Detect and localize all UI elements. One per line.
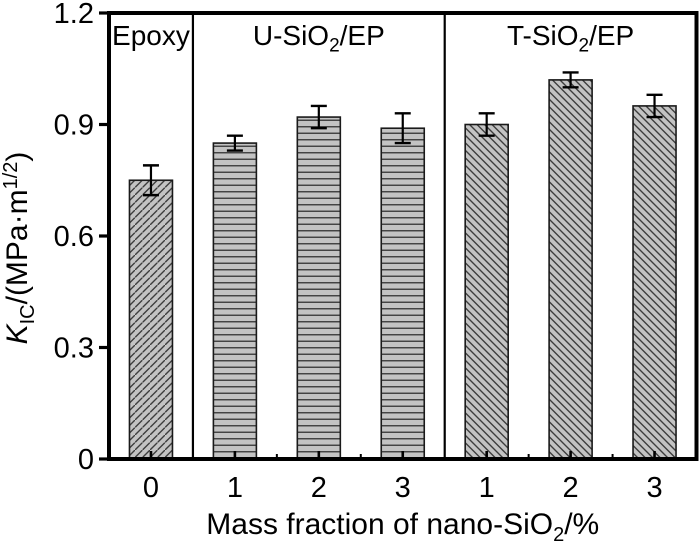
section-label-u-sio2-ep: U-SiO2/EP — [253, 20, 385, 57]
bar-t-sio2-ep-3 — [632, 105, 677, 460]
bar-u-sio2-ep-3 — [380, 127, 426, 460]
y-axis-title-part: 1/2 — [0, 162, 22, 190]
section-label-t-sio2-ep: T-SiO2/EP — [507, 20, 634, 57]
section-label-epoxy: Epoxy — [112, 20, 190, 51]
y-tick-label: 1.2 — [54, 0, 94, 30]
y-axis-title: KIC/(MPa·m1/2) — [0, 152, 39, 345]
section-label-t-sio2-ep-part: /EP — [589, 20, 634, 51]
y-tick-label: 0.6 — [54, 221, 94, 253]
x-tick-label: 2 — [311, 472, 327, 504]
section-label-u-sio2-ep-part: U-SiO — [253, 20, 329, 51]
y-axis-title-part: /(MPa·m — [1, 189, 34, 304]
x-axis-title-part: Mass fraction of nano-SiO — [206, 508, 553, 541]
x-axis-title: Mass fraction of nano-SiO2/% — [206, 508, 599, 543]
y-tick-label: 0.9 — [54, 110, 94, 142]
x-tick-label: 1 — [227, 472, 243, 504]
bar-t-sio2-ep-2 — [548, 79, 593, 460]
x-axis-title-part: /% — [564, 508, 599, 541]
section-label-t-sio2-ep-part: T-SiO — [507, 20, 579, 51]
section-label-epoxy-part: Epoxy — [112, 20, 190, 51]
bar-u-sio2-ep-2 — [296, 116, 342, 460]
y-axis-title-part: IC — [17, 304, 39, 324]
x-tick-label: 1 — [479, 472, 495, 504]
section-label-u-sio2-ep-part: 2 — [329, 36, 340, 57]
bar-t-sio2-ep-1 — [464, 123, 509, 460]
x-axis-title-part: 2 — [553, 524, 564, 543]
x-tick-label: 0 — [143, 472, 159, 504]
plot-frame — [107, 11, 699, 461]
x-tick-label: 3 — [395, 472, 411, 504]
section-label-t-sio2-ep-part: 2 — [579, 36, 590, 57]
x-tick-label: 3 — [646, 472, 662, 504]
y-tick-label: 0.3 — [54, 333, 94, 365]
x-tick-label: 2 — [563, 472, 579, 504]
section-label-u-sio2-ep-part: /EP — [340, 20, 385, 51]
bar-epoxy-0 — [128, 179, 174, 460]
bar-u-sio2-ep-1 — [212, 142, 258, 460]
y-tick-label: 0 — [78, 444, 94, 476]
y-axis-title-part: ) — [1, 152, 34, 162]
y-axis-title-part: K — [1, 322, 34, 344]
